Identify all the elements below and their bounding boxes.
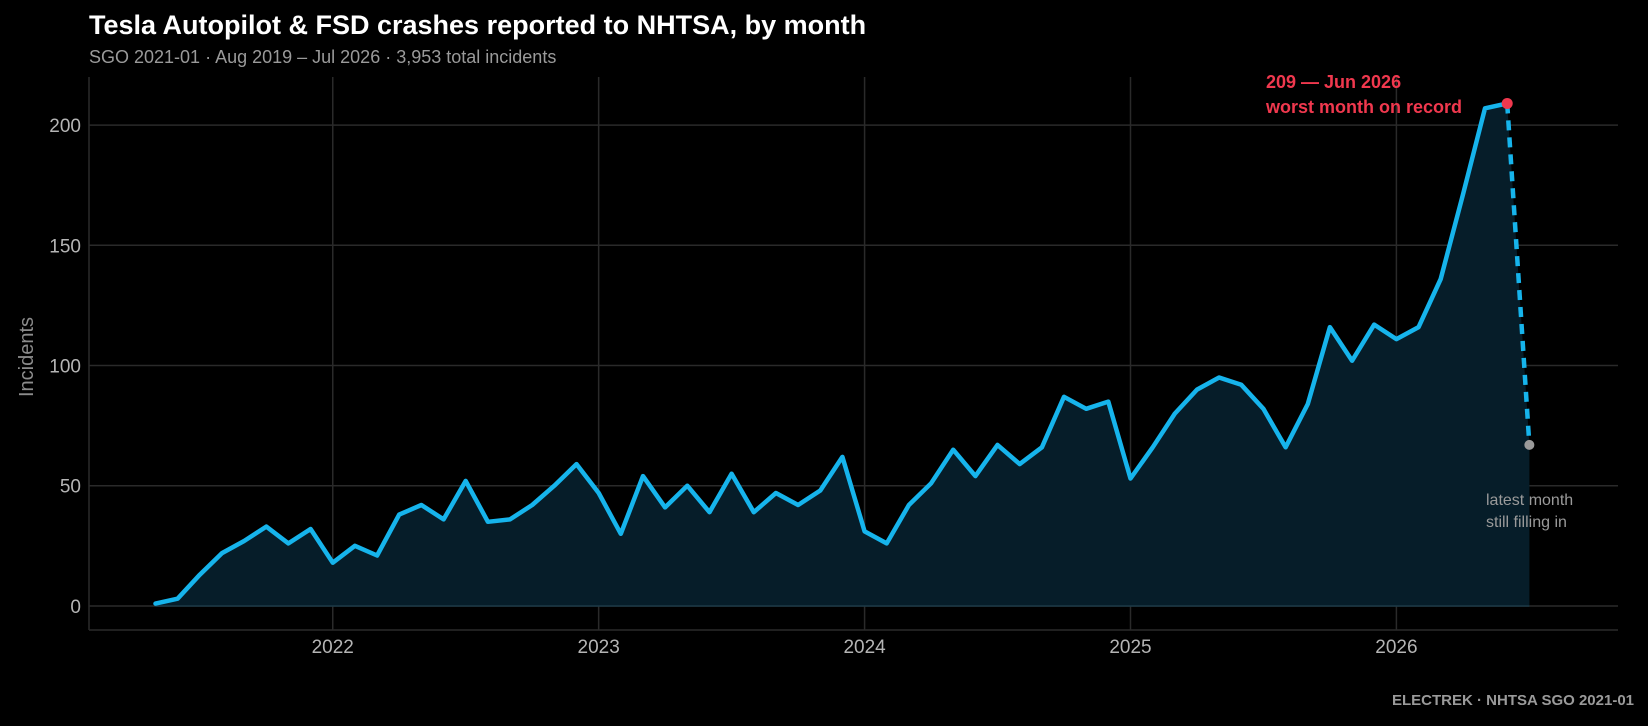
x-tick-label: 2025 [1109, 637, 1151, 658]
y-tick-label: 50 [60, 477, 81, 498]
line-layer [153, 101, 1532, 606]
annotation-layer: 209 — Jun 2026 worst month on record lat… [1265, 72, 1573, 531]
x-tick-label: 2022 [312, 637, 354, 658]
peak-marker [1501, 97, 1513, 109]
partial-month-dashed-line [1504, 103, 1532, 446]
y-axis-label: Incidents [16, 317, 38, 397]
latest-annotation-line2: still filling in [1486, 514, 1567, 531]
area-layer [155, 103, 1530, 607]
x-tick-label: 2024 [843, 637, 886, 658]
y-tick-label: 200 [49, 116, 81, 137]
x-tick-label: 2026 [1375, 637, 1417, 658]
x-tick-label: 2023 [578, 637, 620, 658]
tick-layer: 0 50 100 150 200 2022 2023 2024 2025 2026 [49, 116, 1417, 658]
source-credit: ELECTREK · NHTSA SGO 2021-01 [1392, 692, 1634, 709]
chart-title: Tesla Autopilot & FSD crashes reported t… [89, 10, 867, 40]
y-tick-label: 150 [49, 236, 81, 257]
peak-annotation-line1: 209 — Jun 2026 [1266, 72, 1401, 92]
y-tick-label: 100 [49, 357, 81, 378]
latest-month-marker [1524, 439, 1535, 450]
area-fill [155, 103, 1530, 606]
chart-subtitle: SGO 2021-01 · Aug 2019 – Jul 2026 · 3,95… [89, 47, 557, 67]
series-line [153, 101, 1510, 606]
y-tick-label: 0 [70, 597, 81, 618]
peak-annotation-line2: worst month on record [1265, 97, 1462, 117]
latest-annotation-line1: latest month [1486, 492, 1573, 509]
